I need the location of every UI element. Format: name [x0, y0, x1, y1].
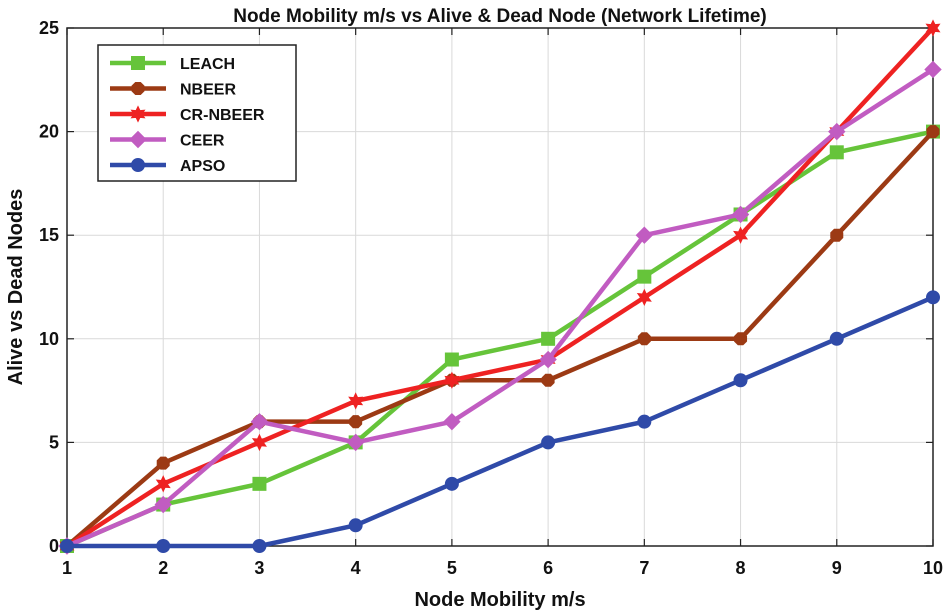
data-point-leach [444, 352, 459, 367]
chart-title: Node Mobility m/s vs Alive & Dead Node (… [233, 6, 767, 27]
y-tick-label: 5 [49, 432, 59, 452]
legend: LEACH NBEER CR-NBEER CEER APSO [97, 44, 297, 182]
y-tick-label: 15 [39, 225, 59, 245]
data-point-ceer [828, 122, 846, 141]
x-tick-label: 7 [639, 558, 649, 578]
data-point-apso [733, 373, 748, 388]
legend-item-ceer: CEER [110, 130, 225, 150]
series-line-apso [64, 295, 936, 549]
data-point-nbeer [734, 332, 748, 346]
series-apso [60, 290, 940, 553]
data-point-apso [156, 539, 171, 553]
legend-label: CR-NBEER [180, 107, 265, 124]
x-tick-label: 6 [543, 558, 553, 578]
legend-marker-leach [131, 56, 145, 70]
legend-item-cr-nbeer: CR-NBEER [110, 105, 265, 124]
data-point-leach [637, 269, 652, 284]
data-point-cr-nbeer [444, 371, 460, 389]
data-point-nbeer [637, 332, 651, 346]
series-line-ceer [64, 67, 936, 549]
data-point-leach [252, 476, 267, 491]
x-tick-label: 9 [832, 558, 842, 578]
data-point-ceer [731, 205, 750, 224]
data-point-ceer [443, 412, 461, 431]
data-point-leach [541, 331, 556, 346]
x-axis-label: Node Mobility m/s [414, 589, 585, 611]
data-point-nbeer [830, 228, 844, 242]
y-tick-label: 10 [39, 329, 59, 349]
data-point-cr-nbeer [348, 392, 364, 410]
y-tick-label: 0 [49, 536, 59, 556]
x-tick-label: 4 [351, 558, 361, 578]
legend-label: APSO [180, 158, 225, 175]
legend-marker-cr-nbeer [130, 105, 146, 123]
data-point-ceer [539, 350, 557, 369]
legend-marker-apso [131, 158, 145, 172]
legend-item-nbeer: NBEER [110, 82, 236, 99]
data-point-apso [829, 331, 844, 346]
data-point-nbeer [541, 373, 555, 387]
data-point-ceer [346, 433, 365, 452]
series-group [58, 19, 942, 555]
x-tick-label: 10 [923, 558, 943, 578]
x-tick-label: 5 [447, 558, 457, 578]
y-axis-label: Alive vs Dead Nodes [5, 189, 27, 386]
data-point-cr-nbeer [155, 475, 171, 493]
data-point-leach [829, 145, 844, 160]
data-point-apso [348, 518, 363, 533]
data-point-ceer [250, 412, 269, 431]
data-point-cr-nbeer [925, 19, 941, 37]
legend-marker-ceer [129, 130, 147, 149]
y-tick-label: 20 [39, 122, 59, 142]
series-line-nbeer [64, 129, 936, 549]
legend-item-apso: APSO [110, 158, 225, 175]
data-point-cr-nbeer [733, 226, 749, 244]
data-point-apso [60, 539, 74, 553]
series-nbeer [60, 125, 940, 553]
data-point-cr-nbeer [251, 433, 267, 452]
data-point-apso [926, 290, 940, 305]
data-point-apso [444, 476, 459, 491]
data-point-nbeer [156, 456, 170, 470]
plot-frame [66, 27, 934, 547]
legend-marker-nbeer [131, 81, 145, 96]
data-point-apso [637, 414, 652, 429]
legend-label: CEER [180, 133, 225, 150]
x-tick-label: 2 [158, 558, 168, 578]
data-point-nbeer [349, 415, 363, 429]
data-point-cr-nbeer [636, 288, 652, 307]
legend-label: LEACH [180, 56, 235, 73]
axis-ticks: 1 2 3 4 5 6 7 8 9 10 0 5 10 15 20 25 [39, 18, 943, 578]
x-tick-label: 3 [254, 558, 264, 578]
data-point-ceer [154, 495, 172, 514]
x-tick-label: 8 [736, 558, 746, 578]
data-point-ceer [635, 226, 654, 244]
y-tick-label: 25 [39, 18, 59, 38]
legend-label: NBEER [180, 82, 236, 99]
legend-item-leach: LEACH [110, 56, 235, 73]
data-point-apso [252, 539, 267, 553]
data-point-nbeer [926, 125, 940, 139]
data-point-apso [541, 435, 556, 450]
data-point-ceer [924, 60, 942, 79]
x-tick-label: 1 [62, 558, 72, 578]
